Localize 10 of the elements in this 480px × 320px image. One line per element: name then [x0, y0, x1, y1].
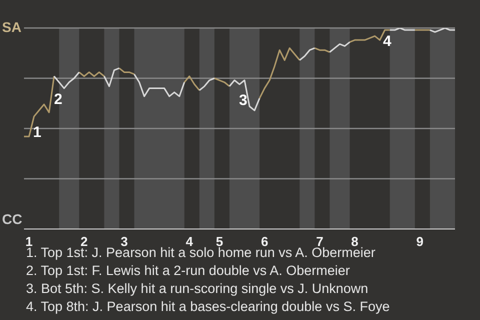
annotation: 4 [383, 33, 392, 50]
annotation: 2 [54, 91, 62, 108]
x-tick-label: 9 [416, 234, 424, 250]
text: 4. Top 8th: J. Pearson hit a bases-clearing double vs S. Foye [26, 298, 390, 316]
text: 2. Top 1st: F. Lewis hit a 2-run double vs A. Obermeier [26, 262, 351, 280]
text: SA [2, 19, 22, 35]
text: 3. Bot 5th: S. Kelly hit a run-scoring single vs J. Unknown [26, 280, 370, 298]
text: CC [2, 211, 22, 227]
annotation: 1 [33, 124, 42, 141]
annotation: 3 [239, 92, 248, 109]
